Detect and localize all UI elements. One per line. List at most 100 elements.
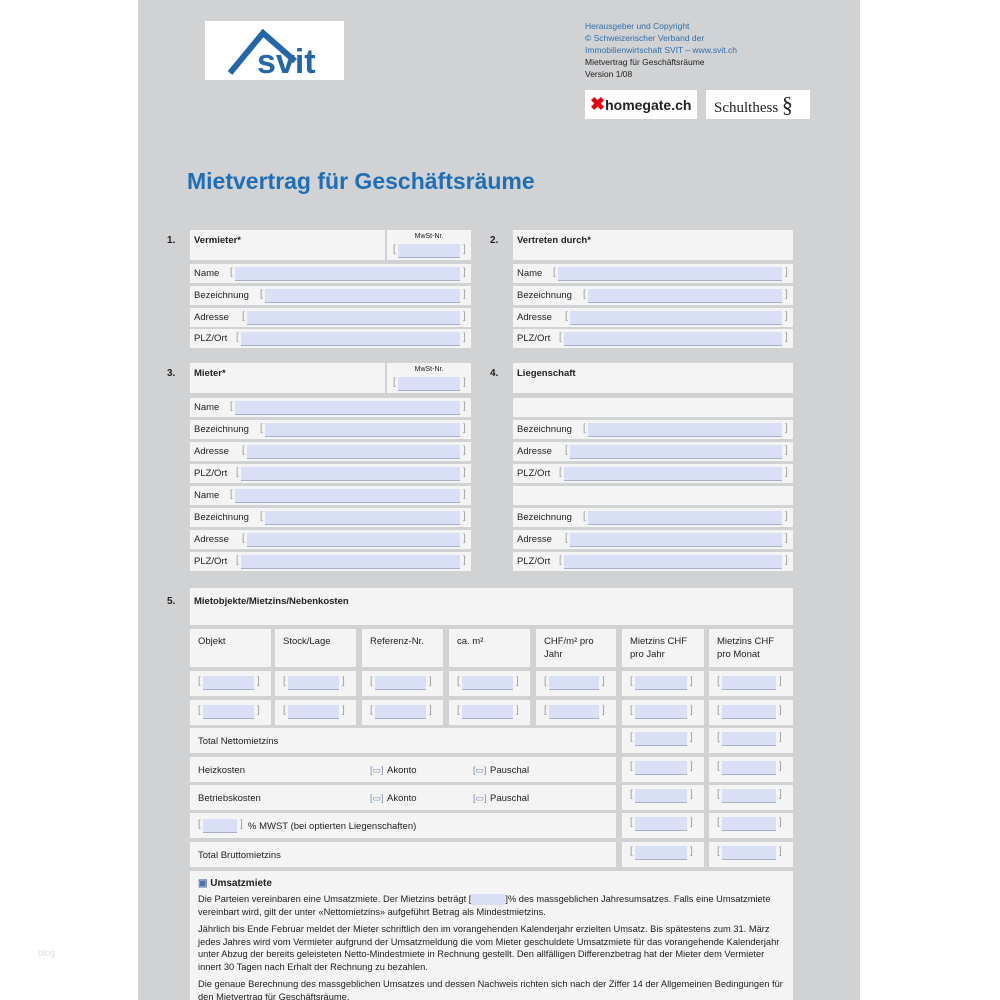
input-field[interactable] bbox=[635, 732, 687, 746]
bracket: ] bbox=[463, 401, 466, 412]
input-field[interactable] bbox=[588, 289, 782, 303]
input-field[interactable] bbox=[635, 846, 687, 860]
option-label: Pauschal bbox=[490, 793, 530, 804]
input-field[interactable] bbox=[462, 676, 513, 690]
input-field[interactable] bbox=[635, 705, 687, 719]
homegate-x-icon: ✖ bbox=[590, 94, 606, 114]
input-field[interactable] bbox=[588, 511, 782, 525]
input-field[interactable] bbox=[722, 817, 776, 831]
input-field[interactable] bbox=[564, 555, 782, 569]
input-field[interactable] bbox=[635, 789, 687, 803]
form-row: Name [] bbox=[190, 398, 471, 417]
bracket: [ bbox=[717, 817, 720, 828]
input-field[interactable] bbox=[398, 377, 460, 391]
input-field[interactable] bbox=[247, 445, 460, 459]
input-field[interactable] bbox=[558, 267, 782, 281]
table-cell: [] bbox=[622, 757, 704, 782]
option-label: Akonto bbox=[387, 793, 417, 804]
section-number: 1. bbox=[167, 235, 176, 246]
bracket: [ bbox=[242, 533, 245, 544]
form-row: PLZ/Ort [] bbox=[190, 552, 471, 571]
checkbox-pauschal[interactable]: [▭] bbox=[473, 793, 487, 803]
section-title: Vermieter* bbox=[194, 235, 242, 246]
table-cell: [] bbox=[449, 671, 530, 696]
section-header: Liegenschaft bbox=[513, 363, 793, 393]
input-field[interactable] bbox=[203, 819, 237, 833]
field-label: Adresse bbox=[194, 534, 229, 545]
input-field[interactable] bbox=[722, 846, 776, 860]
input-field[interactable] bbox=[471, 894, 506, 906]
table-cell: [] bbox=[622, 785, 704, 810]
input-field[interactable] bbox=[635, 676, 687, 690]
total-label: % MWST (bei optierten Liegenschaften) bbox=[248, 821, 417, 832]
input-field[interactable] bbox=[375, 705, 426, 719]
input-field[interactable] bbox=[564, 467, 782, 481]
section-title: Mieter* bbox=[194, 368, 226, 379]
section-number: 3. bbox=[167, 368, 176, 379]
bracket: ] bbox=[463, 377, 466, 388]
input-field[interactable] bbox=[398, 244, 460, 258]
bracket: ] bbox=[779, 789, 782, 800]
table-cell: [] bbox=[709, 813, 793, 838]
input-field[interactable] bbox=[564, 332, 782, 346]
bracket: ] bbox=[429, 676, 432, 687]
input-field[interactable] bbox=[235, 401, 460, 415]
input-field[interactable] bbox=[235, 267, 460, 281]
field-label: Bezeichnung bbox=[194, 290, 249, 301]
input-field[interactable] bbox=[549, 705, 599, 719]
input-field[interactable] bbox=[241, 332, 460, 346]
input-field[interactable] bbox=[722, 705, 776, 719]
input-field[interactable] bbox=[203, 705, 254, 719]
bracket: ] bbox=[690, 676, 693, 687]
form-row: Name [] bbox=[190, 486, 471, 505]
input-field[interactable] bbox=[375, 676, 426, 690]
input-field[interactable] bbox=[588, 423, 782, 437]
input-field[interactable] bbox=[241, 555, 460, 569]
input-field[interactable] bbox=[265, 511, 460, 525]
input-field[interactable] bbox=[570, 445, 782, 459]
input-field[interactable] bbox=[570, 533, 782, 547]
bracket: ] bbox=[690, 732, 693, 743]
bracket: ] bbox=[463, 332, 466, 343]
input-field[interactable] bbox=[235, 489, 460, 503]
bracket: ] bbox=[463, 511, 466, 522]
input-field[interactable] bbox=[549, 676, 599, 690]
bracket: [ bbox=[457, 676, 460, 687]
bracket: ] bbox=[463, 467, 466, 478]
form-row: Adresse [] bbox=[513, 530, 793, 549]
total-label: Total Bruttomietzins bbox=[198, 850, 281, 861]
input-field[interactable] bbox=[635, 761, 687, 775]
bracket: ] bbox=[257, 676, 260, 687]
bracket: [ bbox=[630, 817, 633, 828]
form-row: PLZ/Ort [] bbox=[513, 464, 793, 483]
checkbox-akonto[interactable]: [▭] bbox=[370, 765, 384, 775]
form-row: Bezeichnung [] bbox=[190, 420, 471, 439]
bracket: ] bbox=[785, 533, 788, 544]
checkbox-pauschal[interactable]: [▭] bbox=[473, 765, 487, 775]
input-field[interactable] bbox=[265, 289, 460, 303]
bracket: ] bbox=[463, 244, 466, 255]
checkbox-akonto[interactable]: [▭] bbox=[370, 793, 384, 803]
field-label: Name bbox=[194, 268, 220, 279]
input-field[interactable] bbox=[247, 311, 460, 325]
input-field[interactable] bbox=[462, 705, 513, 719]
table-cell: [] bbox=[362, 671, 443, 696]
input-field[interactable] bbox=[241, 467, 460, 481]
input-field[interactable] bbox=[722, 789, 776, 803]
input-field[interactable] bbox=[203, 676, 254, 690]
checkbox-umsatz[interactable]: ▣ bbox=[198, 878, 208, 889]
input-field[interactable] bbox=[722, 761, 776, 775]
form-row: Adresse [] bbox=[190, 530, 471, 549]
bracket: ] bbox=[257, 705, 260, 716]
input-field[interactable] bbox=[722, 732, 776, 746]
input-field[interactable] bbox=[247, 533, 460, 547]
field-label: Adresse bbox=[194, 446, 229, 457]
input-field[interactable] bbox=[265, 423, 460, 437]
input-field[interactable] bbox=[635, 817, 687, 831]
input-field[interactable] bbox=[288, 705, 339, 719]
field-label: Adresse bbox=[517, 534, 552, 545]
section-title: Liegenschaft bbox=[517, 368, 576, 379]
input-field[interactable] bbox=[288, 676, 339, 690]
input-field[interactable] bbox=[722, 676, 776, 690]
input-field[interactable] bbox=[570, 311, 782, 325]
